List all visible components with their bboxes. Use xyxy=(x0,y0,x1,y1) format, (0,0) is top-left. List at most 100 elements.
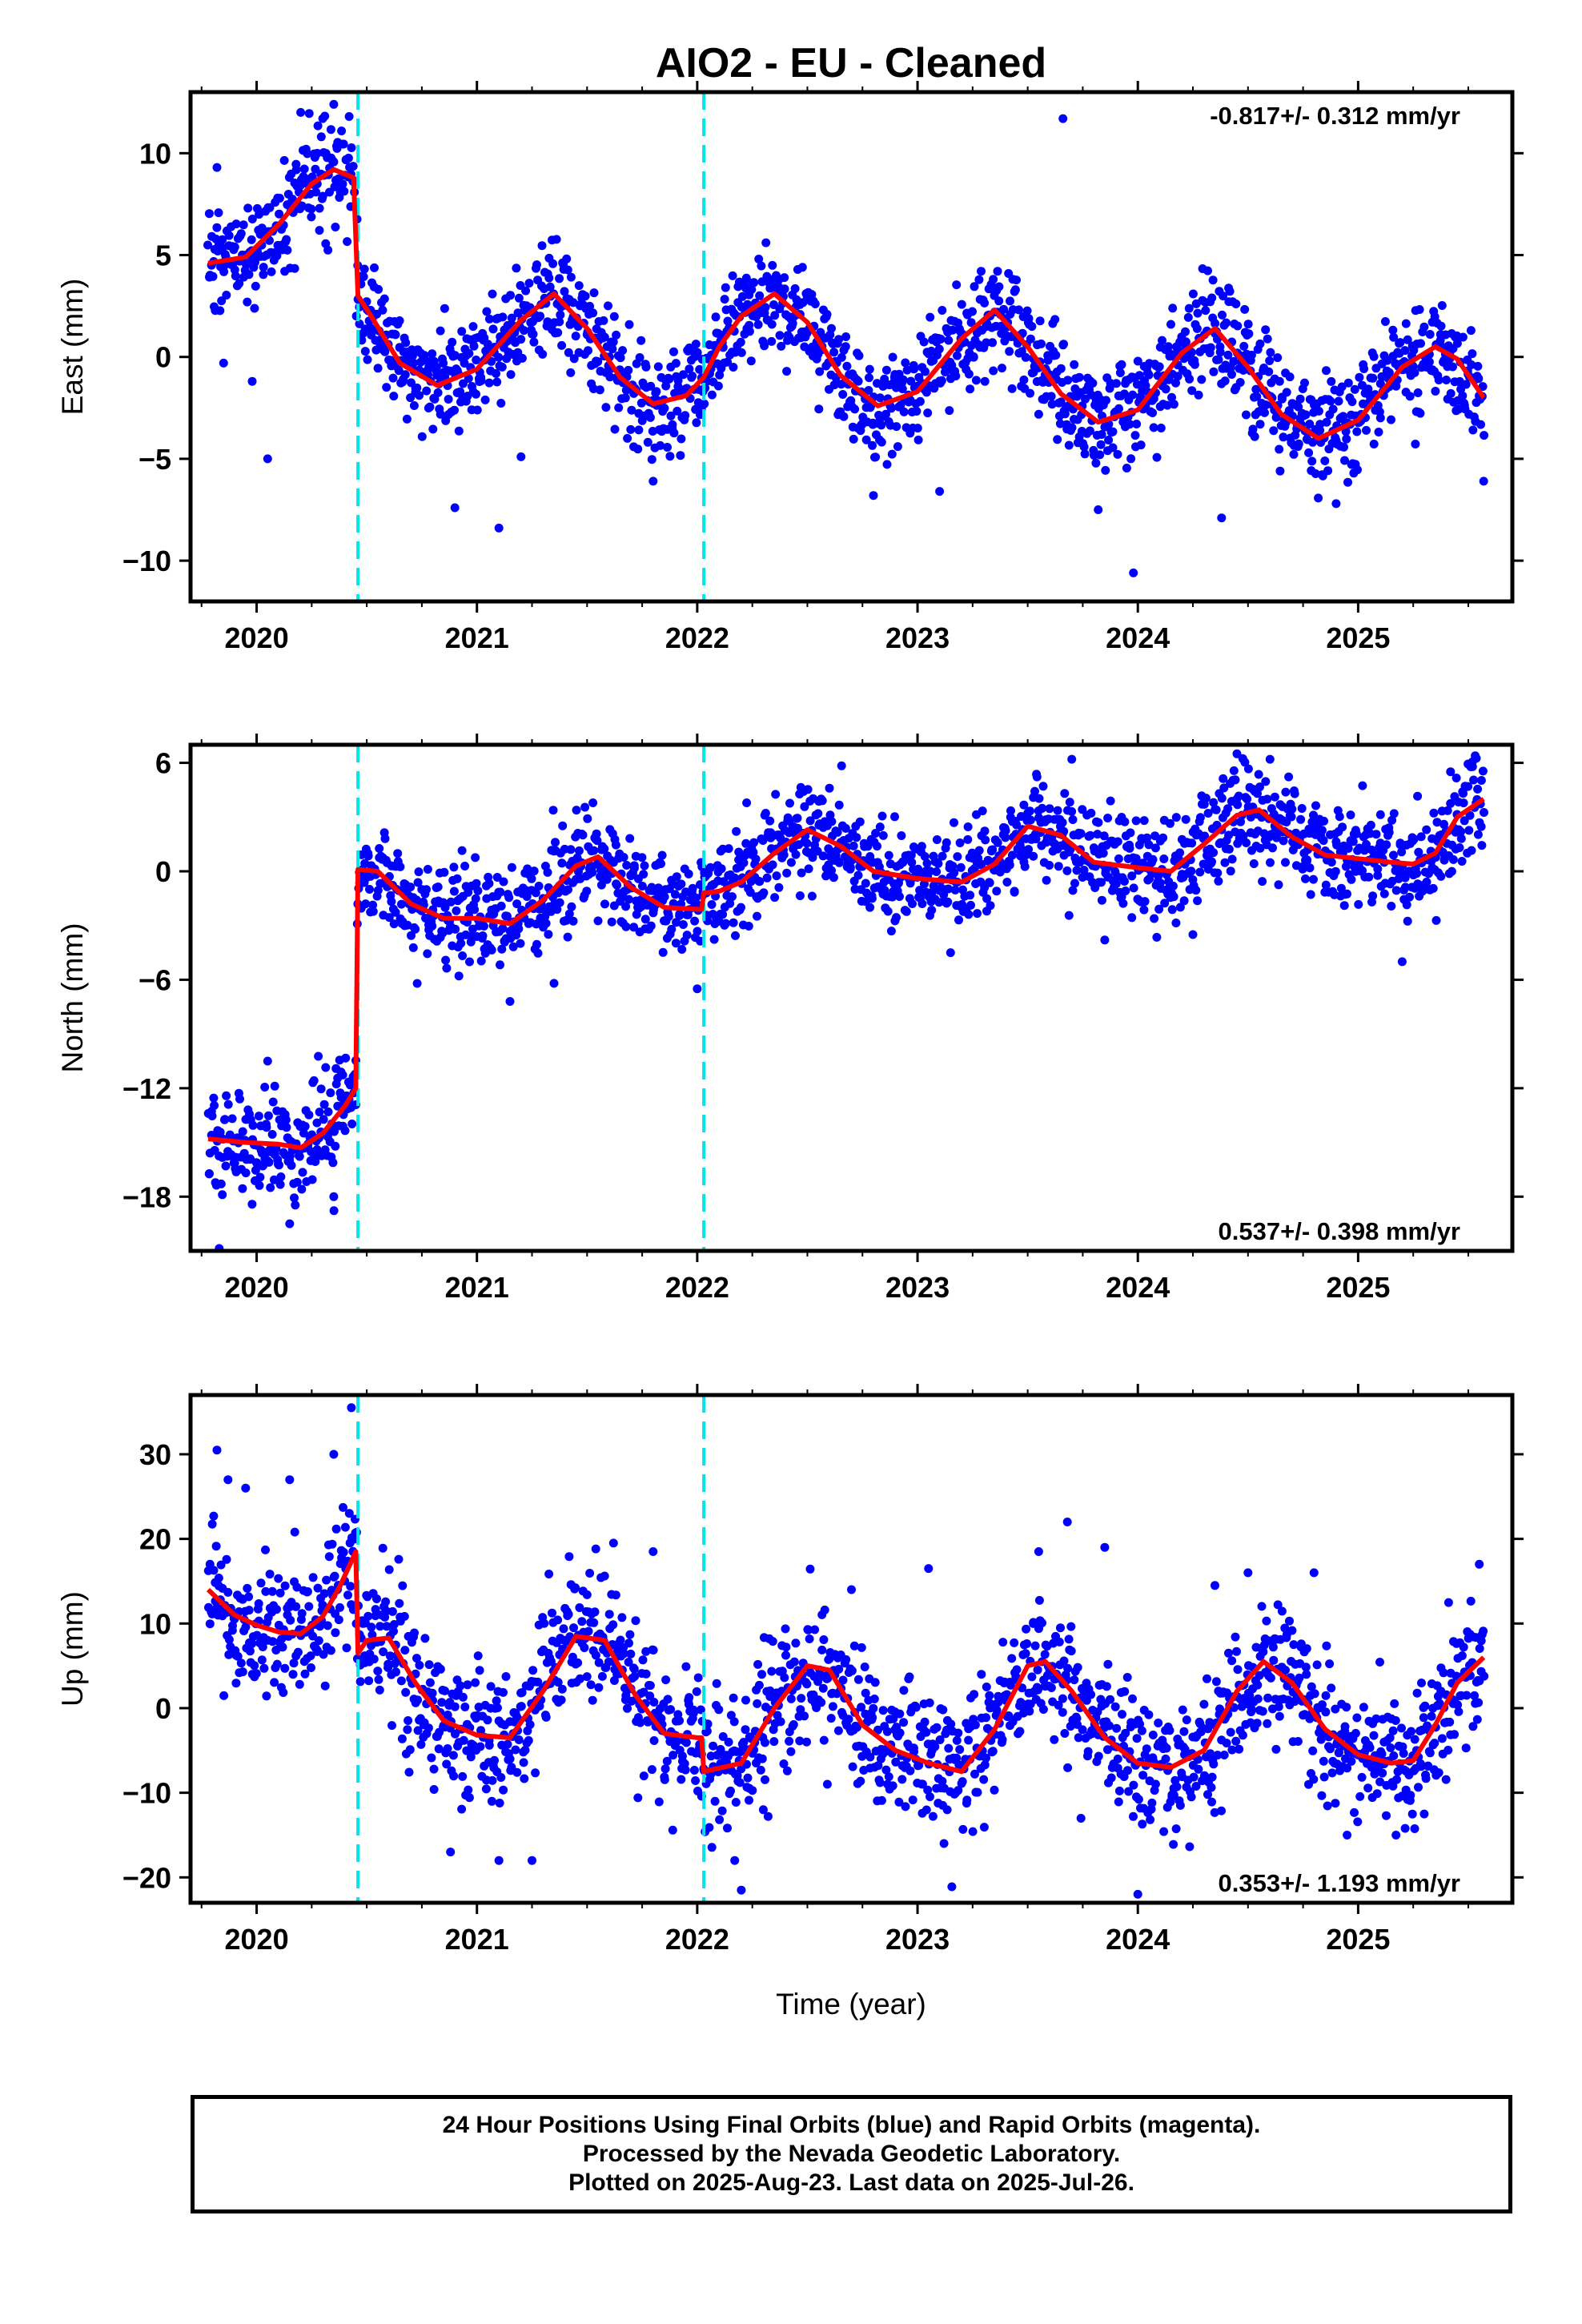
north-data-point xyxy=(771,790,781,799)
north-data-point xyxy=(1254,770,1263,779)
up-data-point xyxy=(464,1785,473,1795)
east-data-point xyxy=(760,341,769,351)
east-data-point xyxy=(1452,339,1462,348)
east-data-point xyxy=(432,363,441,372)
east-data-point xyxy=(647,455,656,464)
up-data-point xyxy=(304,1602,314,1611)
north-data-point xyxy=(1428,883,1438,893)
east-data-point xyxy=(326,125,335,135)
up-data-point xyxy=(822,1779,832,1789)
north-data-point xyxy=(901,907,911,916)
up-data-point xyxy=(1103,1659,1113,1669)
east-data-point xyxy=(926,312,935,322)
up-data-point xyxy=(436,1664,445,1674)
north-data-point xyxy=(1416,832,1426,842)
north-data-point xyxy=(1002,878,1012,887)
east-data-point xyxy=(1067,423,1077,432)
east-data-point xyxy=(681,411,690,420)
north-data-point xyxy=(534,882,544,891)
up-data-point xyxy=(582,1590,592,1599)
north-data-point xyxy=(804,864,813,874)
east-data-point xyxy=(841,332,851,341)
east-data-point xyxy=(768,260,777,270)
north-data-point xyxy=(1094,818,1103,827)
east-data-point xyxy=(203,240,212,250)
east-data-point xyxy=(1192,324,1202,333)
up-data-point xyxy=(279,1688,288,1697)
east-data-point xyxy=(1190,360,1199,369)
east-data-point xyxy=(902,365,912,375)
east-data-point xyxy=(673,376,683,385)
east-data-point xyxy=(1415,305,1424,314)
east-data-point xyxy=(1359,364,1369,373)
north-data-point xyxy=(658,947,668,957)
north-data-point xyxy=(629,923,639,932)
north-outlier-point xyxy=(1100,935,1110,945)
east-data-point xyxy=(259,270,268,279)
east-outlier-point xyxy=(1129,568,1138,577)
north-data-point xyxy=(262,1123,271,1132)
north-data-point xyxy=(1319,816,1329,826)
up-data-point xyxy=(1038,1705,1048,1714)
up-data-point xyxy=(611,1590,620,1600)
up-data-point xyxy=(308,1573,318,1582)
east-data-point xyxy=(407,378,416,388)
north-data-point xyxy=(1045,861,1054,870)
up-data-point xyxy=(877,1795,886,1805)
up-data-point xyxy=(476,1742,485,1751)
up-data-point xyxy=(666,1705,676,1715)
up-data-point xyxy=(251,1669,261,1679)
east-outlier-point xyxy=(344,112,354,121)
north-data-point xyxy=(222,1091,231,1100)
up-data-point xyxy=(968,1827,978,1836)
east-data-point xyxy=(1369,352,1379,361)
east-data-point xyxy=(1282,388,1291,397)
east-data-point xyxy=(224,231,234,240)
east-data-point xyxy=(517,353,527,363)
east-data-point xyxy=(1037,339,1046,348)
east-data-point xyxy=(363,355,372,364)
north-data-point xyxy=(621,902,631,911)
east-data-point xyxy=(1235,378,1245,387)
north-data-point xyxy=(223,1100,233,1109)
up-data-point xyxy=(548,1608,556,1618)
east-data-point xyxy=(1301,410,1311,420)
east-data-point xyxy=(600,332,609,342)
north-data-point xyxy=(1195,867,1205,877)
north-data-point xyxy=(507,862,516,872)
east-data-point xyxy=(553,328,563,337)
east-data-point xyxy=(1244,329,1254,339)
east-data-point xyxy=(1095,450,1105,460)
east-data-point xyxy=(853,376,863,386)
up-data-point xyxy=(591,1544,600,1554)
up-data-point xyxy=(982,1713,990,1723)
east-data-point xyxy=(494,352,504,362)
north-data-point xyxy=(948,862,958,870)
north-data-point xyxy=(1373,870,1383,880)
north-data-point xyxy=(670,890,680,899)
north-data-point xyxy=(333,1101,343,1111)
east-data-point xyxy=(1026,334,1035,344)
north-data-point xyxy=(1242,838,1251,847)
north-data-point xyxy=(845,862,855,872)
east-data-point xyxy=(1343,477,1352,487)
east-data-point xyxy=(1063,376,1073,385)
east-data-point xyxy=(250,304,259,313)
up-data-point xyxy=(594,1683,604,1692)
east-x-tick-label: 2022 xyxy=(665,621,729,654)
north-data-point xyxy=(793,814,802,823)
east-data-point xyxy=(614,403,624,412)
north-data-point xyxy=(672,918,681,927)
east-data-point xyxy=(868,440,877,450)
north-y-axis-label: North (mm) xyxy=(56,923,89,1072)
north-data-point xyxy=(1214,876,1223,886)
north-data-point xyxy=(428,921,437,931)
north-data-point xyxy=(915,886,925,895)
east-data-point xyxy=(695,364,705,374)
north-data-point xyxy=(508,942,518,951)
north-data-point xyxy=(312,1118,322,1128)
north-data-point xyxy=(1181,814,1191,824)
up-data-point xyxy=(429,1764,439,1774)
east-data-point xyxy=(1206,343,1215,352)
north-data-point xyxy=(944,884,953,894)
